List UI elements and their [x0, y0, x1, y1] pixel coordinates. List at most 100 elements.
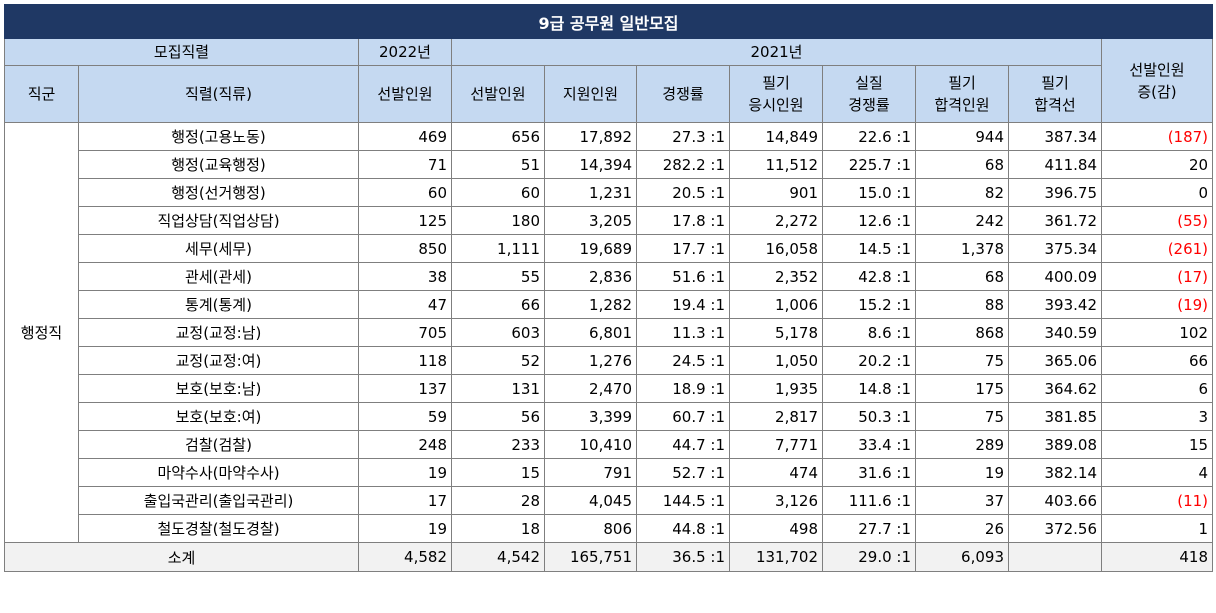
cell-applicants: 3,399	[544, 402, 637, 431]
header-written-passers-line2: 합격인원	[934, 96, 990, 114]
cell-written-passers: 68	[915, 262, 1009, 291]
cell-selected-2022: 118	[358, 346, 452, 375]
header-year-2022: 2022년	[358, 38, 452, 66]
cell-job: 행정(고용노동)	[78, 122, 359, 151]
cell-selected-2022: 47	[358, 290, 452, 319]
cell-written-cutoff: 365.06	[1008, 346, 1102, 375]
cell-job: 관세(관세)	[78, 262, 359, 291]
cell-applicants: 4,045	[544, 486, 637, 515]
table-row: 보호(보호:여) 59 56 3,399 60.7 :1 2,817 50.3 :1 75 38…	[5, 402, 1214, 431]
cell-written-takers: 3,126	[729, 486, 823, 515]
cell-job: 출입국관리(출입국관리)	[78, 486, 359, 515]
cell-job: 마약수사(마약수사)	[78, 458, 359, 487]
cell-selected-2022: 17	[358, 486, 452, 515]
cell-competition: 17.7 :1	[636, 234, 730, 263]
cell-actual-competition: 42.8 :1	[822, 262, 916, 291]
cell-written-passers: 944	[915, 122, 1009, 151]
cell-written-cutoff: 375.34	[1008, 234, 1102, 263]
cell-applicants: 1,282	[544, 290, 637, 319]
cell-selected-2022: 137	[358, 374, 452, 403]
cell-change: (261)	[1100, 234, 1214, 263]
cell-written-passers: 88	[915, 290, 1009, 319]
header-actual-competition-line2: 경쟁률	[848, 96, 890, 114]
cell-written-passers: 75	[915, 346, 1009, 375]
cell-selected-2021: 180	[451, 206, 545, 235]
recruitment-table-container: 9급 공무원 일반모집 모집직렬 2022년 2021년 선발인원 증(감) 직…	[3, 4, 1214, 572]
table-row: 교정(교정:여) 118 52 1,276 24.5 :1 1,050 20.2 :1 75 3…	[5, 346, 1214, 375]
cell-change: (55)	[1100, 206, 1214, 235]
table-row: 출입국관리(출입국관리) 17 28 4,045 144.5 :1 3,126 111.6 …	[5, 486, 1214, 515]
cell-selected-2021: 28	[451, 486, 545, 515]
cell-selected-2022: 850	[358, 234, 452, 263]
table-body: 행정직 행정(고용노동) 469 656 17,892 27.3 :1 14,849 22.6…	[4, 122, 1214, 543]
cell-selected-2022: 19	[358, 458, 452, 487]
cell-applicants: 1,276	[544, 346, 637, 375]
cell-change: 0	[1100, 178, 1214, 207]
cell-selected-2021: 131	[451, 374, 545, 403]
table-row: 검찰(검찰) 248 233 10,410 44.7 :1 7,771 33.4 :1 289…	[5, 430, 1214, 459]
cell-actual-competition: 8.6 :1	[822, 318, 916, 347]
cell-written-takers: 11,512	[729, 150, 823, 179]
cell-selected-2021: 60	[451, 178, 545, 207]
cell-written-passers: 68	[915, 150, 1009, 179]
cell-actual-competition: 111.6 :1	[822, 486, 916, 515]
cell-change: (11)	[1100, 486, 1214, 515]
subtotal-row: 소계 4,582 4,542 165,751 36.5 :1 131,702 2…	[4, 542, 1214, 572]
table-row: 마약수사(마약수사) 19 15 791 52.7 :1 474 31.6 :1 19 382.…	[5, 458, 1214, 487]
cell-actual-competition: 15.2 :1	[822, 290, 916, 319]
cell-applicants: 19,689	[544, 234, 637, 263]
header-year-2021: 2021년	[451, 38, 1102, 66]
cell-selected-2021: 51	[451, 150, 545, 179]
cell-written-cutoff: 400.09	[1008, 262, 1102, 291]
header-actual-competition-line1: 실질	[855, 74, 883, 92]
cell-written-passers: 19	[915, 458, 1009, 487]
header-written-passers-line1: 필기	[948, 74, 976, 92]
cell-written-cutoff: 403.66	[1008, 486, 1102, 515]
cell-written-takers: 7,771	[729, 430, 823, 459]
cell-actual-competition: 12.6 :1	[822, 206, 916, 235]
cell-written-passers: 242	[915, 206, 1009, 235]
cell-written-passers: 26	[915, 514, 1009, 543]
header-written-takers-line1: 필기	[762, 74, 790, 92]
cell-job: 행정(교육행정)	[78, 150, 359, 179]
cell-written-takers: 474	[729, 458, 823, 487]
cell-written-takers: 498	[729, 514, 823, 543]
cell-job: 검찰(검찰)	[78, 430, 359, 459]
cell-change: 66	[1100, 346, 1214, 375]
cell-written-takers: 2,817	[729, 402, 823, 431]
cell-change: 3	[1100, 402, 1214, 431]
cell-change: 6	[1100, 374, 1214, 403]
recruitment-table: 9급 공무원 일반모집 모집직렬 2022년 2021년 선발인원 증(감) 직…	[3, 4, 1214, 572]
cell-written-cutoff: 381.85	[1008, 402, 1102, 431]
subtotal-written-takers: 131,702	[729, 542, 823, 572]
cell-applicants: 3,205	[544, 206, 637, 235]
cell-written-cutoff: 389.08	[1008, 430, 1102, 459]
cell-selected-2021: 603	[451, 318, 545, 347]
cell-actual-competition: 225.7 :1	[822, 150, 916, 179]
cell-applicants: 10,410	[544, 430, 637, 459]
cell-actual-competition: 33.4 :1	[822, 430, 916, 459]
cell-written-takers: 1,935	[729, 374, 823, 403]
cell-actual-competition: 20.2 :1	[822, 346, 916, 375]
subtotal-label: 소계	[4, 542, 359, 572]
cell-selected-2022: 38	[358, 262, 452, 291]
cell-change: 1	[1100, 514, 1214, 543]
cell-job: 보호(보호:여)	[78, 402, 359, 431]
cell-selected-2022: 59	[358, 402, 452, 431]
cell-selected-2022: 125	[358, 206, 452, 235]
cell-change: (187)	[1100, 122, 1214, 151]
header-category: 직군	[4, 65, 79, 123]
cell-selected-2022: 248	[358, 430, 452, 459]
cell-actual-competition: 31.6 :1	[822, 458, 916, 487]
cell-selected-2022: 705	[358, 318, 452, 347]
cell-written-takers: 1,050	[729, 346, 823, 375]
cell-written-cutoff: 396.75	[1008, 178, 1102, 207]
cell-selected-2021: 66	[451, 290, 545, 319]
table-row: 관세(관세) 38 55 2,836 51.6 :1 2,352 42.8 :1 68 400.…	[5, 262, 1214, 291]
table-row: 철도경찰(철도경찰) 19 18 806 44.8 :1 498 27.7 :1 26 372.…	[5, 514, 1214, 543]
table-title: 9급 공무원 일반모집	[3, 4, 1214, 39]
cell-actual-competition: 22.6 :1	[822, 122, 916, 151]
cell-written-takers: 14,849	[729, 122, 823, 151]
cell-change: 15	[1100, 430, 1214, 459]
header-group-job: 모집직렬	[4, 38, 359, 66]
